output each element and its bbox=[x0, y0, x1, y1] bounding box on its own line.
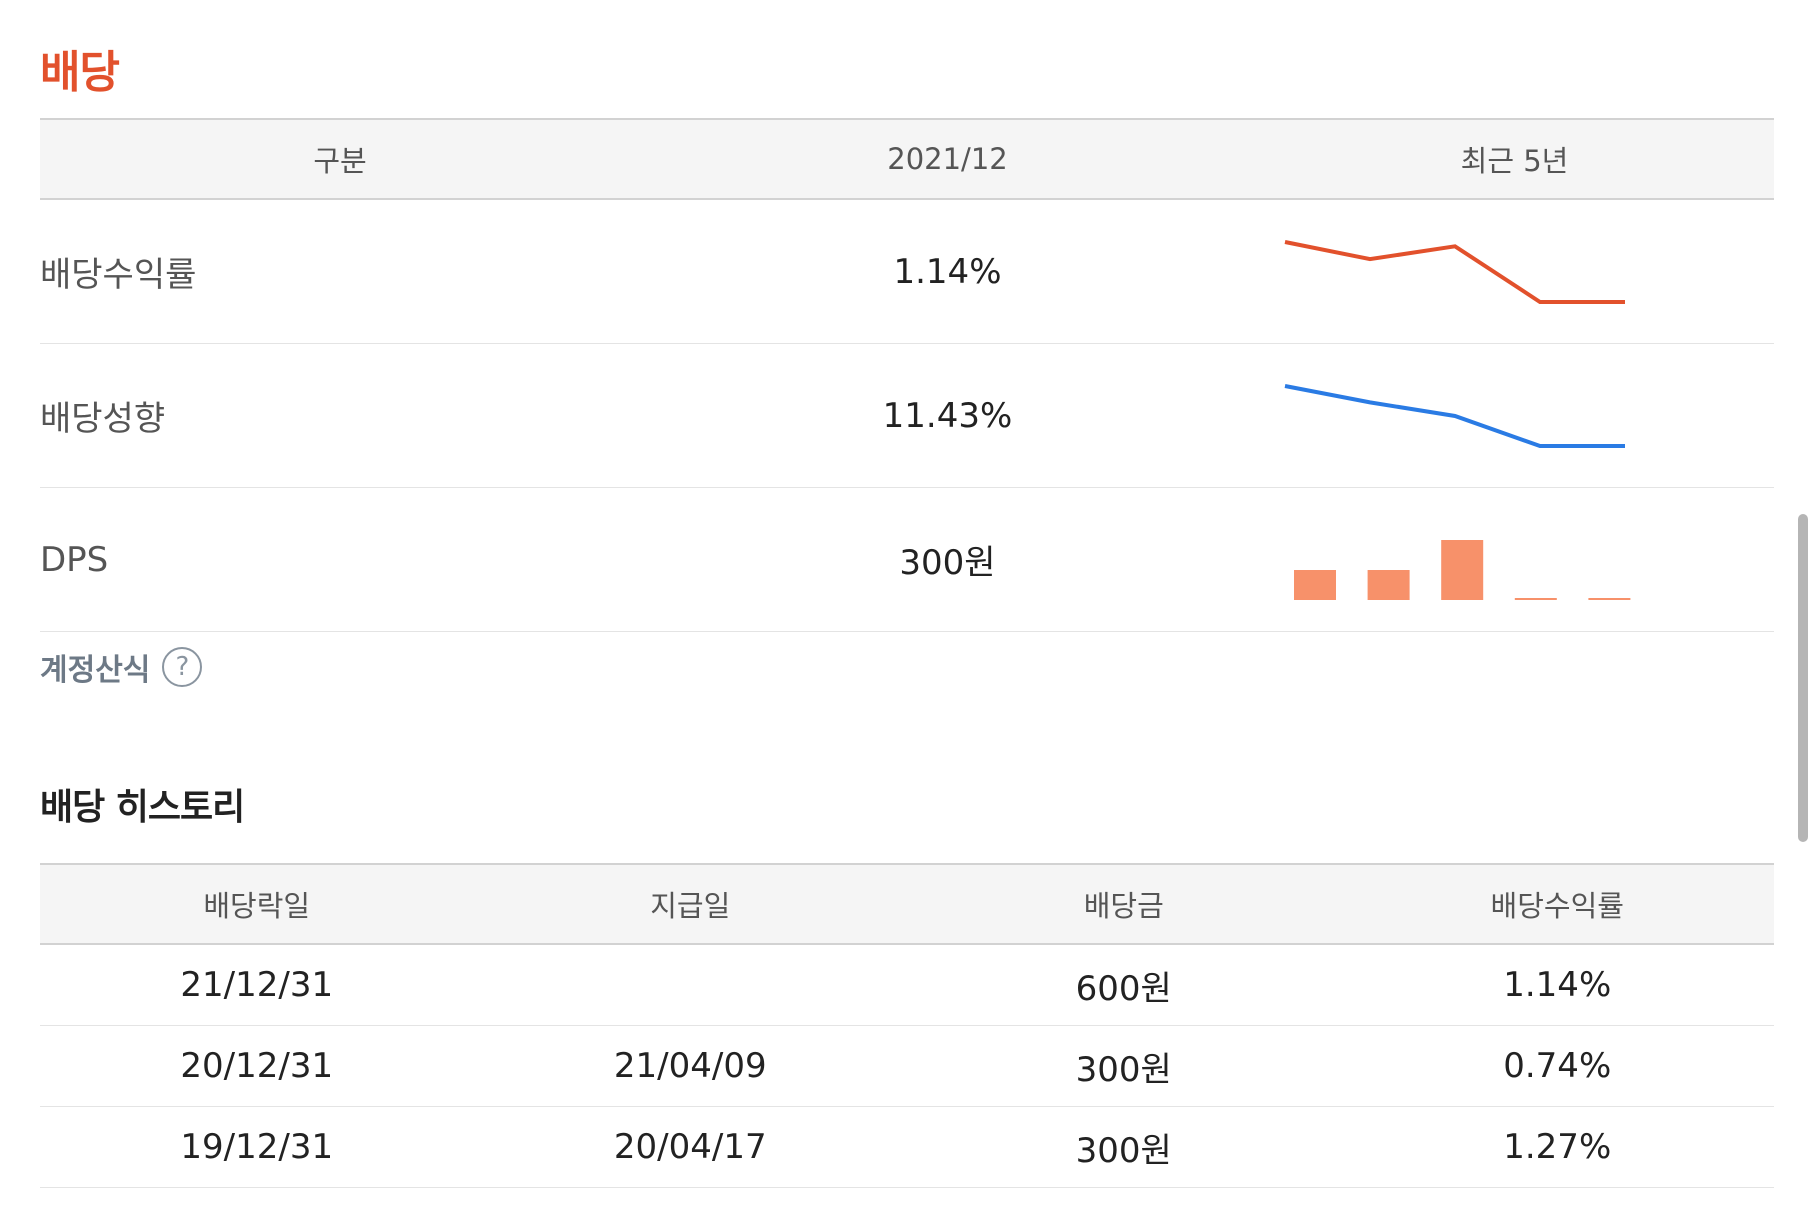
dividend-summary-table: 구분 2021/12 최근 5년 배당수익률 1.14% 배당성향 11.43%… bbox=[40, 118, 1774, 632]
yield-cell: 1.14% bbox=[1503, 965, 1612, 1005]
header-period: 2021/12 bbox=[887, 142, 1008, 176]
yield-cell: 1.27% bbox=[1503, 1127, 1612, 1167]
dividend-history-table: 배당락일 지급일 배당금 배당수익률 21/12/31 600원 1.14% 2… bbox=[40, 863, 1774, 1188]
row-label: 배당성향 bbox=[40, 399, 166, 439]
history-title: 배당 히스토리 bbox=[40, 787, 245, 828]
summary-row-payout-ratio: 배당성향 11.43% bbox=[40, 344, 1774, 488]
dps-bar bbox=[1588, 597, 1631, 600]
pay-date-cell: 20/04/17 bbox=[613, 1127, 767, 1167]
row-value: 300원 bbox=[899, 543, 996, 583]
dps-bar bbox=[1514, 597, 1557, 600]
summary-header-row: 구분 2021/12 최근 5년 bbox=[40, 118, 1774, 200]
table-row: 19/12/31 20/04/17 300원 1.27% bbox=[40, 1107, 1774, 1188]
summary-row-dps: DPS 300원 bbox=[40, 488, 1774, 632]
summary-row-dividend-yield: 배당수익률 1.14% bbox=[40, 200, 1774, 344]
trend-cell bbox=[1255, 488, 1774, 631]
header-yield: 배당수익률 bbox=[1490, 889, 1624, 923]
dps-bar-sparkline bbox=[1294, 539, 1631, 600]
header-ex-date: 배당락일 bbox=[203, 889, 311, 923]
table-row: 21/12/31 600원 1.14% bbox=[40, 945, 1774, 1026]
formula-link[interactable]: 계정산식 ? bbox=[40, 645, 203, 689]
header-trend: 최근 5년 bbox=[1460, 144, 1569, 178]
row-value: 11.43% bbox=[882, 395, 1013, 436]
header-category: 구분 bbox=[313, 144, 367, 178]
dividend-yield-sparkline bbox=[1284, 239, 1625, 304]
amount-cell: 300원 bbox=[1075, 1130, 1172, 1171]
amount-cell: 600원 bbox=[1075, 968, 1172, 1009]
header-pay-date: 지급일 bbox=[650, 889, 731, 923]
yield-cell: 0.74% bbox=[1503, 1046, 1612, 1086]
dps-bar bbox=[1367, 569, 1410, 600]
trend-cell bbox=[1255, 344, 1774, 487]
sparkline-path bbox=[1284, 239, 1625, 304]
dps-bar bbox=[1441, 539, 1484, 600]
pay-date-cell: 21/04/09 bbox=[613, 1046, 767, 1086]
row-label: 배당수익률 bbox=[40, 255, 197, 295]
payout-ratio-sparkline bbox=[1284, 383, 1625, 448]
formula-link-label[interactable]: 계정산식 bbox=[40, 653, 151, 688]
section-title: 배당 bbox=[40, 47, 120, 98]
history-header-row: 배당락일 지급일 배당금 배당수익률 bbox=[40, 863, 1774, 945]
ex-date-cell: 19/12/31 bbox=[180, 1127, 334, 1167]
amount-cell: 300원 bbox=[1075, 1049, 1172, 1090]
header-amount: 배당금 bbox=[1083, 889, 1164, 923]
ex-date-cell: 21/12/31 bbox=[180, 965, 334, 1005]
dps-bar bbox=[1294, 569, 1336, 600]
question-circle-icon[interactable]: ? bbox=[162, 647, 203, 687]
ex-date-cell: 20/12/31 bbox=[180, 1046, 334, 1086]
trend-cell bbox=[1255, 200, 1774, 343]
vertical-scrollbar[interactable] bbox=[1798, 514, 1808, 842]
table-row: 20/12/31 21/04/09 300원 0.74% bbox=[40, 1026, 1774, 1107]
sparkline-path bbox=[1284, 383, 1625, 448]
row-label: DPS bbox=[40, 539, 109, 580]
row-value: 1.14% bbox=[893, 251, 1002, 292]
